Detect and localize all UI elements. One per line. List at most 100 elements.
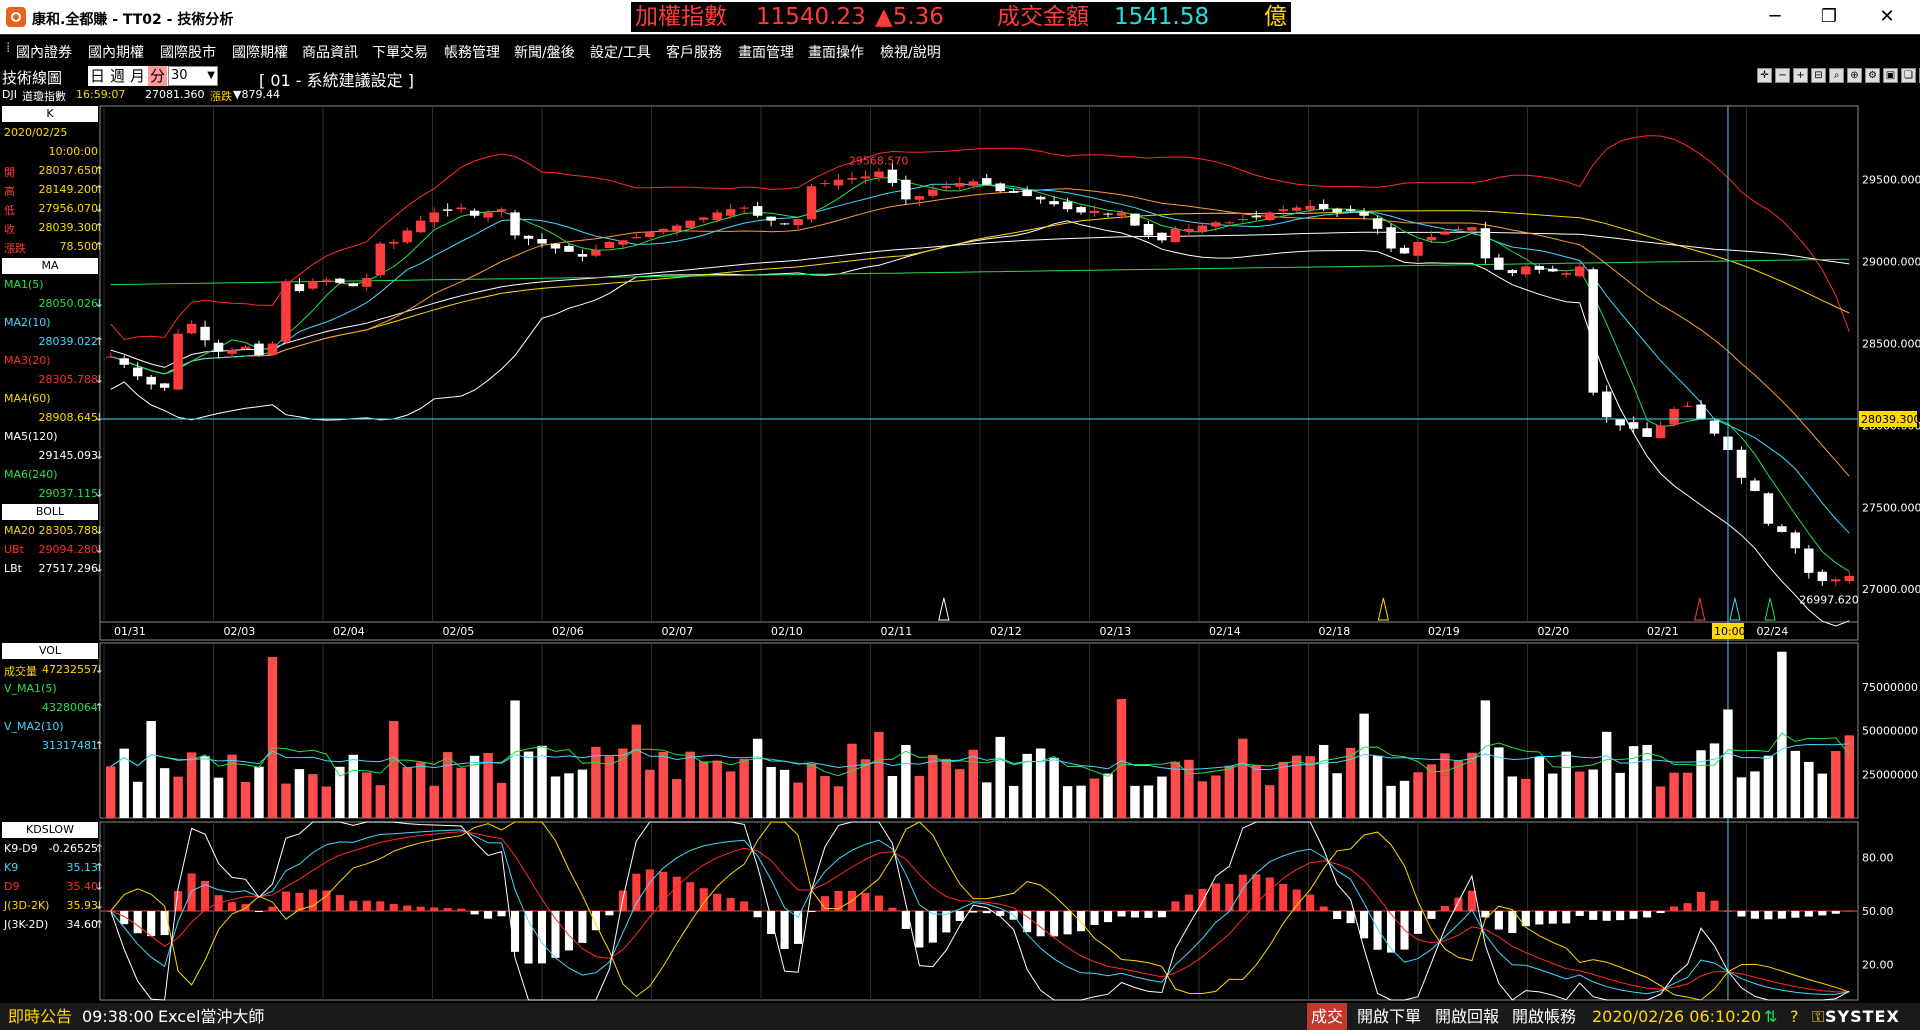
zoom-in-icon[interactable]: + (1793, 68, 1808, 83)
announce-label[interactable]: 即時公告 (8, 1007, 73, 1026)
volume-bar (604, 756, 615, 818)
candle-body (577, 254, 588, 257)
menu-item-6[interactable]: 帳務管理 (444, 45, 500, 61)
bar-count-select[interactable]: 30 (168, 66, 218, 86)
open-order-button[interactable]: 開啟下單 (1357, 1007, 1422, 1026)
minimize-button[interactable]: ─ (1746, 0, 1804, 34)
technical-chart[interactable]: 01/31 02/03 02/04 02/05 02/06 02/07 02/10 02/11… (0, 0, 1920, 1003)
candle-body (1453, 228, 1464, 230)
menu-bar: ⁞ 國內證券 國內期權 國際股市 國際期權 商品資訊 下單交易 帳務管理 新聞/盤後 設定/工具… (0, 34, 1920, 65)
period-option-2[interactable]: 月 (130, 67, 146, 85)
candle-body (1831, 579, 1841, 582)
candle-body (1588, 269, 1598, 393)
period-option-0[interactable]: 日 (90, 67, 106, 85)
kd_panel-value-2: 35.40 (66, 880, 99, 893)
candle-body (1103, 213, 1113, 215)
open-account-button[interactable]: 開啟帳務 (1512, 1007, 1577, 1026)
candle-body (955, 182, 965, 187)
volume-bar (860, 759, 871, 818)
high-price-label: 29568.570 (849, 154, 909, 167)
menu-item-1[interactable]: 國內期權 (88, 45, 144, 61)
crosshair-icon[interactable]: ✛ (1757, 68, 1772, 83)
kd-diff-bar (1831, 911, 1840, 914)
menu-item-5[interactable]: 下單交易 (372, 45, 428, 61)
menu-item-9[interactable]: 客戶服務 (666, 45, 722, 61)
kd_panel-value-3: 35.93 (66, 899, 99, 912)
zoom-out-icon[interactable]: − (1775, 68, 1790, 83)
volume-bar (362, 772, 372, 818)
date-tick-label: 02/10 (771, 625, 803, 638)
volume-bar (685, 751, 695, 818)
signal-marker-icon (938, 597, 950, 621)
settings-icon[interactable]: ⚙ (1865, 68, 1880, 83)
copy-icon[interactable]: ❏ (1901, 68, 1916, 83)
menu-item-8[interactable]: 設定/工具 (590, 45, 651, 61)
date-tick-label: 02/06 (552, 625, 584, 638)
candle-body (739, 207, 749, 209)
kd-diff-bar (174, 891, 183, 911)
volume-bar (1291, 755, 1302, 818)
period-option-1[interactable]: 週 (110, 67, 126, 85)
kd-diff-bar (834, 890, 843, 911)
menu-item-3[interactable]: 國際期權 (232, 45, 288, 61)
trade-button[interactable]: 成交 (1307, 1003, 1348, 1030)
low-price-label: 26997.620 (1799, 594, 1859, 607)
candle-body (1049, 201, 1059, 205)
volume-bar (1480, 700, 1491, 818)
menu-item-12[interactable]: 檢視/說明 (880, 45, 941, 61)
signal-marker-icon (1764, 597, 1776, 621)
announce-message[interactable]: Excel當沖大師 (158, 1007, 265, 1026)
volume-bar (982, 782, 992, 818)
candle-body (1345, 209, 1356, 211)
volume-bar (1440, 753, 1450, 818)
search-icon[interactable]: ⌕ (1829, 68, 1844, 83)
candle-body (1251, 216, 1261, 218)
k-info-panel: K 2020/02/25 10:00:00 開 28037.650 ↑ 高 28149.200… (2, 106, 104, 258)
ma_panel-arrow-0: ↓ (94, 297, 104, 310)
boll_panel-value-2: 27517.296 (38, 562, 99, 575)
volume-bar (1049, 757, 1059, 818)
menu-item-2[interactable]: 國際股市 (160, 45, 216, 61)
menu-item-4[interactable]: 商品資訊 (302, 45, 358, 61)
volume-bar (1103, 773, 1113, 818)
kd_panel-value-0: -0.26525 (48, 842, 98, 855)
volume-bar (1453, 761, 1464, 818)
kd-diff-bar (982, 911, 991, 914)
candle-body (186, 323, 197, 334)
ma_panel-value-1: 28039.022 (38, 335, 99, 348)
kd-diff-bar (160, 911, 169, 936)
kd-diff-bar (713, 893, 722, 911)
ma5-line (110, 177, 1850, 572)
k_panel-arrow-1: ↑ (94, 183, 104, 196)
k_panel-label-1: 高 (4, 185, 15, 198)
volume-bar (1561, 751, 1571, 818)
candle-body (510, 212, 520, 236)
save-icon[interactable]: ▣ (1883, 68, 1898, 83)
kd_panel-value-1: 35.13 (66, 861, 99, 874)
settings-preset-label[interactable]: [ 01 - 系統建議設定 ] (259, 71, 414, 90)
period-option-3[interactable]: 分 (148, 66, 168, 86)
search-plus-icon[interactable]: ⊕ (1847, 68, 1862, 83)
menu-item-11[interactable]: 畫面操作 (808, 45, 864, 61)
menu-item-0[interactable]: 國內證券 (16, 45, 72, 61)
kd-diff-bar (1346, 911, 1355, 924)
kd-diff-bar (1103, 911, 1113, 923)
kd-diff-bar (1238, 874, 1247, 911)
kd-info-panel: KDSLOW K9-D9 -0.26525 ↑ K9 35.13 ↑ D9 35.40 ↓ J(3D… (2, 822, 104, 1000)
close-button[interactable]: ✕ (1858, 0, 1916, 34)
shrink-icon[interactable]: ⊟ (1811, 68, 1826, 83)
menu-item-7[interactable]: 新聞/盤後 (514, 45, 575, 61)
candle-body (1534, 266, 1545, 270)
volume-bar (294, 769, 305, 818)
kd-diff-bar (1670, 906, 1679, 911)
kd-diff-bar (1845, 910, 1854, 912)
volume-bar (1669, 772, 1679, 818)
candle-body (793, 219, 803, 226)
open-report-button[interactable]: 開啟回報 (1435, 1007, 1500, 1026)
menu-item-10[interactable]: 畫面管理 (738, 45, 794, 61)
kd-diff-bar (1683, 903, 1692, 911)
help-icon[interactable]: ? (1790, 1007, 1799, 1026)
maximize-button[interactable]: ❐ (1800, 0, 1858, 34)
kd-diff-bar (1252, 874, 1261, 911)
price-tick-label: 28500.000 (1862, 338, 1920, 351)
